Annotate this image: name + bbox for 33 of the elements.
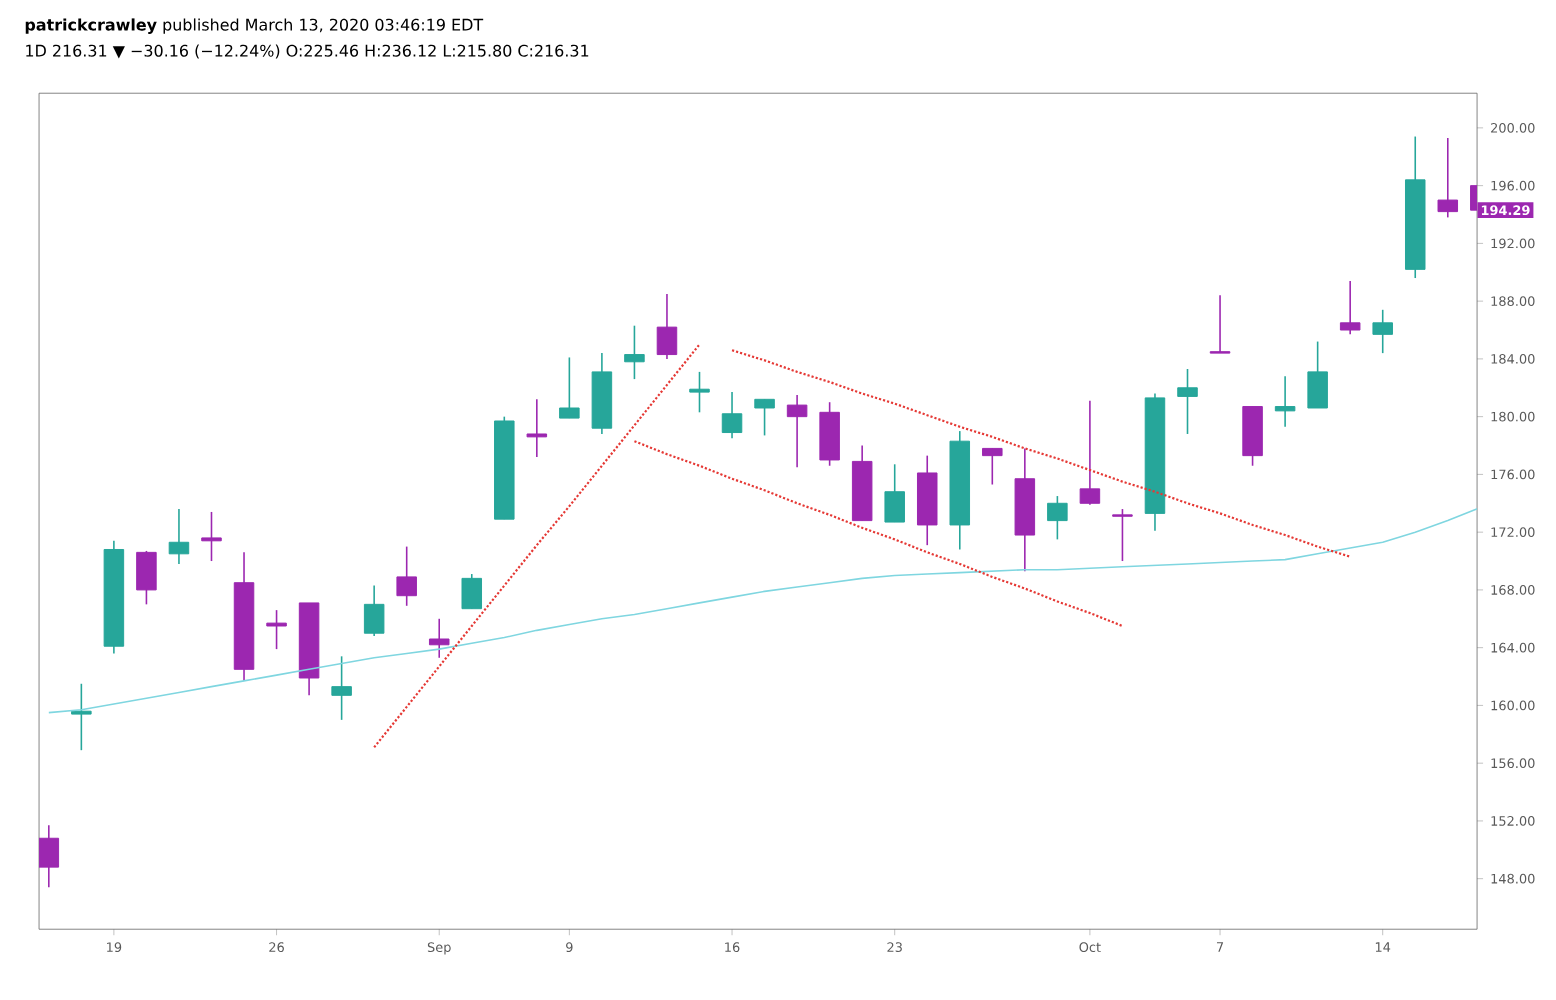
candlestick	[1177, 368, 1198, 435]
candlestick	[1372, 309, 1393, 354]
candlestick	[1339, 280, 1361, 336]
candlestick	[461, 573, 483, 610]
candlestick	[1047, 495, 1068, 541]
candlestick	[559, 356, 580, 419]
candlestick	[136, 550, 157, 606]
candlestick	[71, 682, 92, 751]
candlestick	[786, 394, 808, 468]
candlestick	[754, 398, 775, 437]
candlestick	[526, 398, 548, 458]
candlestick	[1112, 508, 1133, 562]
candlestick	[1274, 375, 1296, 428]
line-series	[730, 349, 1352, 558]
candlestick	[982, 447, 1003, 486]
candlestick	[1079, 399, 1101, 506]
candlestick	[331, 655, 352, 721]
candlestick	[721, 391, 743, 440]
candlestick	[428, 617, 450, 659]
candlestick	[266, 609, 287, 650]
candlestick	[884, 463, 905, 523]
candlestick	[819, 401, 840, 467]
candlestick	[1209, 294, 1231, 354]
candlestick	[689, 371, 710, 414]
candlestick	[1307, 340, 1328, 409]
candlestick	[201, 511, 222, 562]
candlestick	[396, 545, 417, 607]
candlestick	[656, 293, 678, 360]
candlestick	[1437, 137, 1459, 219]
candlestick	[168, 508, 190, 565]
line-series	[633, 440, 1124, 628]
candlestick	[363, 584, 385, 637]
candlestick	[624, 324, 645, 380]
